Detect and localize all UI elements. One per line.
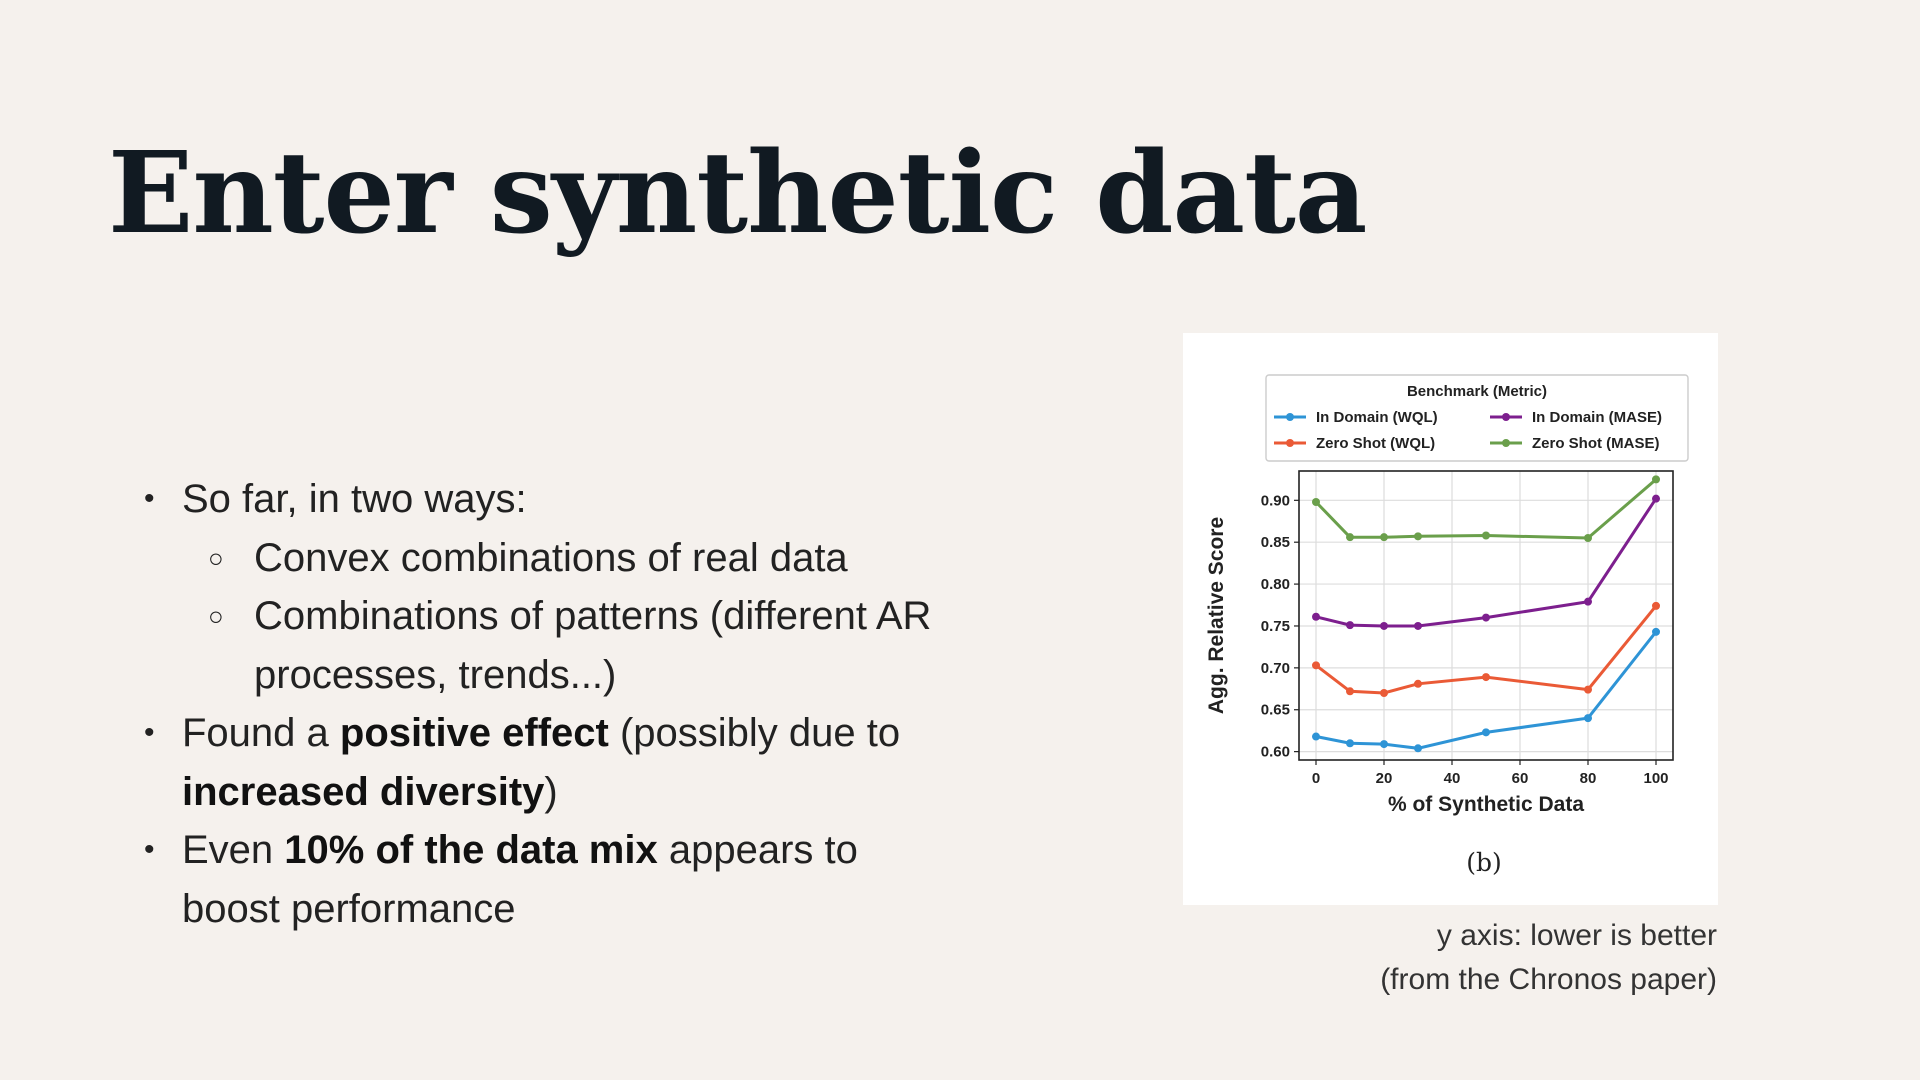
y-tick-label: 0.75: [1261, 618, 1290, 635]
series-line: [1314, 478, 1657, 540]
data-point: [1482, 673, 1490, 682]
bullet-emphasis: positive effect: [339, 711, 609, 755]
bullet-dot: •: [144, 716, 155, 749]
bullet-item: • Found a positive effect (possibly due …: [140, 704, 960, 821]
y-tick-label: 0.90: [1261, 492, 1290, 509]
series-line: [1315, 497, 1658, 628]
bullet-text: Found a: [182, 711, 340, 755]
data-point: [1482, 531, 1490, 540]
bullet-emphasis: increased diversity: [182, 769, 545, 814]
bullet-item: • So far, in two ways:: [140, 470, 960, 529]
x-tick-label: 100: [1643, 770, 1668, 787]
x-tick-label: 20: [1376, 770, 1393, 787]
bullet-text-cont: boost performance: [182, 886, 516, 931]
caption-line: (from the Chronos paper): [1380, 963, 1717, 996]
bullet-list: • So far, in two ways: ○ Convex combinat…: [140, 470, 960, 938]
data-point: [1414, 621, 1422, 630]
legend-box: [1265, 374, 1689, 462]
sub-bullet-text-cont: processes, trends...): [254, 652, 617, 697]
y-tick-label: 0.80: [1261, 576, 1290, 593]
data-point: [1584, 685, 1592, 694]
y-tick-label: 0.60: [1261, 744, 1290, 761]
data-point: [1346, 533, 1354, 542]
figure-caption: y axis: lower is better (from the Chrono…: [1380, 914, 1717, 1002]
bullet-dot: •: [144, 482, 155, 515]
data-point: [1652, 601, 1660, 610]
data-point: [1584, 597, 1592, 606]
data-point: [1414, 532, 1422, 541]
data-point: [1482, 728, 1490, 737]
data-point: [1414, 744, 1422, 753]
legend-label: In Domain (MASE): [1532, 409, 1662, 426]
data-point: [1584, 534, 1592, 543]
sub-bullet-item: ○ Convex combinations of real data: [140, 529, 960, 588]
data-point: [1652, 494, 1660, 503]
data-point: [1584, 714, 1592, 723]
sub-bullet-circle: ○: [208, 601, 224, 631]
data-point: [1346, 739, 1354, 748]
data-point: [1312, 732, 1320, 741]
data-point: [1652, 475, 1660, 484]
bullet-emphasis: 10% of the data mix: [284, 828, 658, 872]
slide-title: Enter synthetic data: [108, 128, 1367, 259]
data-point: [1312, 497, 1320, 506]
x-tick-label: 80: [1580, 770, 1597, 787]
data-point: [1346, 687, 1354, 696]
line-chart: 0 20 40 60 80 100 0.60 0.65 0.70 0.75 0.80 0.85 0.90…: [1205, 374, 1689, 877]
data-point: [1414, 679, 1422, 688]
data-point: [1312, 661, 1320, 670]
sub-bullet-text: Combinations of patterns (different AR: [254, 594, 932, 638]
chart-figure: 0 20 40 60 80 100 0.60 0.65 0.70 0.75 0.80 0.85 0.90…: [1183, 333, 1718, 905]
sub-bullet-circle: ○: [208, 542, 224, 573]
legend-swatch-marker: [1286, 439, 1294, 447]
x-tick-label: 60: [1512, 770, 1529, 787]
y-axis-label: Agg. Relative Score: [1205, 517, 1228, 714]
bullet-text: So far, in two ways:: [182, 477, 527, 521]
data-point: [1380, 688, 1388, 697]
legend-swatch-marker: [1502, 439, 1510, 447]
y-tick-label: 0.65: [1261, 702, 1290, 719]
data-point: [1380, 740, 1388, 749]
bullet-text: ): [544, 769, 558, 814]
legend-swatch-marker: [1286, 413, 1294, 421]
data-point: [1312, 612, 1320, 621]
y-tick-label: 0.70: [1261, 660, 1290, 677]
legend-swatch-marker: [1502, 413, 1510, 421]
y-tick-label: 0.85: [1261, 534, 1290, 551]
legend-title: Benchmark (Metric): [1407, 383, 1547, 400]
data-point: [1482, 613, 1490, 622]
sub-bullet-item: ○ Combinations of patterns (different AR…: [140, 587, 960, 704]
bullet-dot: •: [144, 833, 155, 866]
legend-label: Zero Shot (WQL): [1316, 435, 1435, 452]
data-point: [1652, 627, 1660, 636]
x-tick-label: 40: [1444, 770, 1461, 787]
data-point: [1346, 621, 1354, 630]
caption-line: y axis: lower is better: [1436, 919, 1717, 952]
bullet-text: appears to: [657, 828, 858, 872]
bullet-text: Even: [182, 828, 285, 872]
x-axis-label: % of Synthetic Data: [1388, 793, 1584, 816]
panel-label: (b): [1466, 848, 1502, 877]
legend-label: Zero Shot (MASE): [1532, 435, 1660, 452]
legend-label: In Domain (WQL): [1316, 409, 1438, 426]
data-point: [1380, 533, 1388, 542]
x-tick-label: 0: [1312, 770, 1320, 787]
bullet-text: (possibly due to: [608, 711, 901, 755]
sub-bullet-text: Convex combinations of real data: [254, 535, 848, 580]
data-point: [1380, 621, 1388, 630]
bullet-item: • Even 10% of the data mix appears to bo…: [140, 821, 960, 938]
plot-frame: [1298, 470, 1674, 761]
